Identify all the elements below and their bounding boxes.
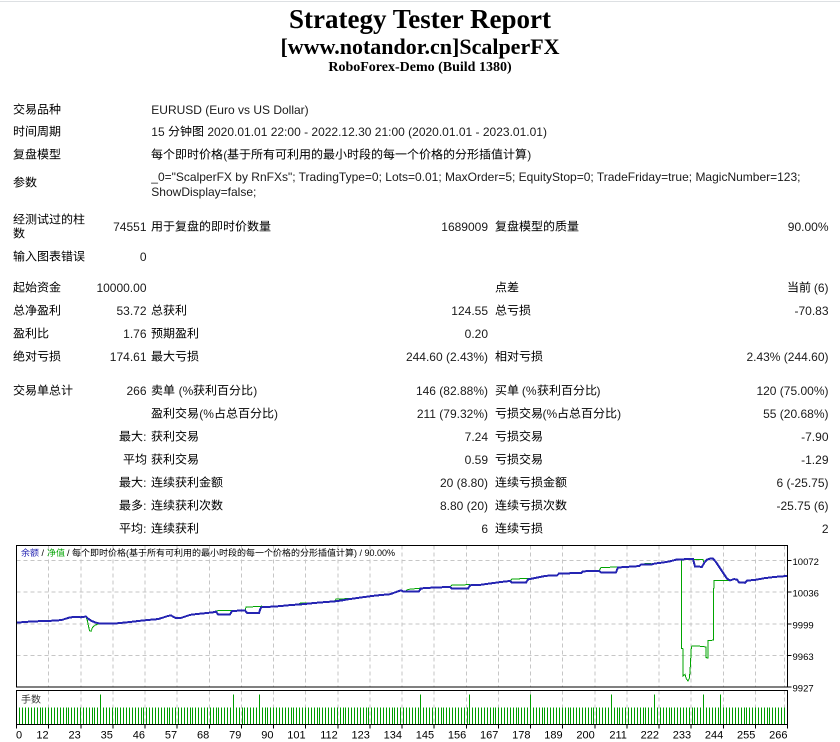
svg-text:200: 200 — [576, 730, 594, 742]
svg-text:244: 244 — [705, 730, 723, 742]
svg-text:145: 145 — [416, 730, 434, 742]
svg-text:35: 35 — [101, 730, 113, 742]
svg-text:112: 112 — [320, 730, 338, 742]
svg-text:9999: 9999 — [793, 621, 814, 632]
svg-text:134: 134 — [384, 730, 402, 742]
svg-text:167: 167 — [480, 730, 498, 742]
svg-text:23: 23 — [69, 730, 81, 742]
svg-text:9963: 9963 — [793, 652, 814, 663]
svg-text:10072: 10072 — [793, 557, 819, 568]
svg-text:0: 0 — [16, 730, 22, 742]
svg-text:222: 222 — [641, 730, 659, 742]
svg-text:211: 211 — [609, 730, 627, 742]
svg-text:68: 68 — [197, 730, 209, 742]
svg-text:10036: 10036 — [793, 588, 819, 599]
svg-text:156: 156 — [448, 730, 466, 742]
svg-text:12: 12 — [36, 730, 48, 742]
svg-text:233: 233 — [673, 730, 691, 742]
svg-text:189: 189 — [544, 730, 562, 742]
svg-text:255: 255 — [737, 730, 755, 742]
svg-text:57: 57 — [165, 730, 177, 742]
svg-text:46: 46 — [133, 730, 145, 742]
svg-text:178: 178 — [512, 730, 530, 742]
svg-text:266: 266 — [769, 730, 787, 742]
svg-text:79: 79 — [229, 730, 241, 742]
svg-text:9927: 9927 — [793, 684, 814, 695]
svg-text:101: 101 — [287, 730, 305, 742]
svg-text:123: 123 — [352, 730, 370, 742]
svg-text:90: 90 — [261, 730, 273, 742]
